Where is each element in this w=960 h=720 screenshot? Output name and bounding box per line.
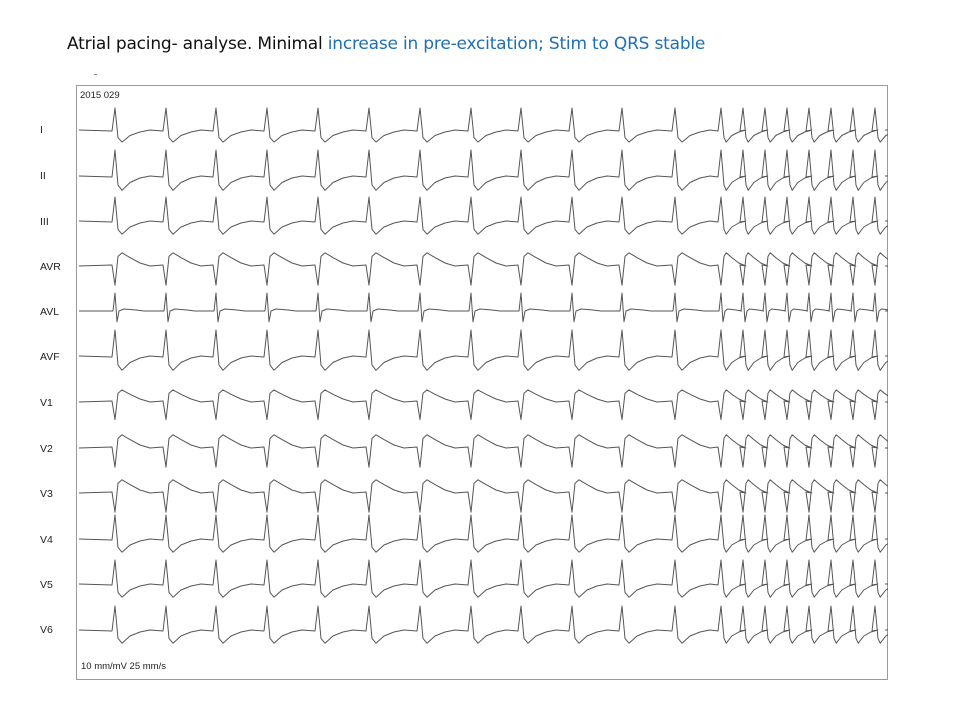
lead-label-v5: V5 bbox=[40, 579, 53, 591]
lead-label-iii: III bbox=[40, 216, 49, 228]
ecg-frame bbox=[76, 85, 888, 680]
calibration-label: 10 mm/mV 25 mm/s bbox=[81, 661, 166, 672]
lead-label-v3: V3 bbox=[40, 488, 53, 500]
ecg-trace-avl bbox=[79, 292, 888, 323]
ecg-trace-i bbox=[78, 107, 888, 143]
slide-title: Atrial pacing- analyse. Minimal increase… bbox=[67, 34, 705, 54]
ecg-trace-v3 bbox=[78, 479, 888, 513]
recording-id: 2015 029 bbox=[80, 90, 120, 101]
ecg-trace-v6 bbox=[78, 605, 888, 644]
ecg-trace-v1 bbox=[78, 389, 888, 421]
lead-label-avf: AVF bbox=[40, 351, 60, 363]
ecg-trace-v4 bbox=[78, 514, 888, 553]
ecg-trace-iii bbox=[78, 196, 888, 235]
ecg-trace-avf bbox=[78, 329, 888, 371]
lead-label-v1: V1 bbox=[40, 397, 53, 409]
ecg-trace-v2 bbox=[78, 434, 888, 468]
lead-label-ii: II bbox=[40, 170, 46, 182]
lead-label-v2: V2 bbox=[40, 443, 53, 455]
lead-label-v6: V6 bbox=[40, 624, 53, 636]
lead-label-v4: V4 bbox=[40, 534, 53, 546]
ecg-trace-v5 bbox=[78, 559, 888, 598]
tick-mark bbox=[94, 74, 97, 75]
lead-label-avl: AVL bbox=[40, 306, 60, 318]
title-prefix: Atrial pacing- analyse. Minimal bbox=[67, 34, 328, 54]
ecg-trace-avr bbox=[78, 252, 888, 286]
ecg-strip-panel: 2015 029 10 mm/mV 25 mm/s bbox=[76, 85, 888, 680]
ecg-traces bbox=[76, 85, 888, 680]
lead-label-avr: AVR bbox=[40, 261, 61, 273]
ecg-trace-ii bbox=[78, 149, 888, 191]
lead-label-i: I bbox=[40, 124, 43, 136]
title-highlight: increase in pre-excitation; Stim to QRS … bbox=[327, 34, 706, 54]
